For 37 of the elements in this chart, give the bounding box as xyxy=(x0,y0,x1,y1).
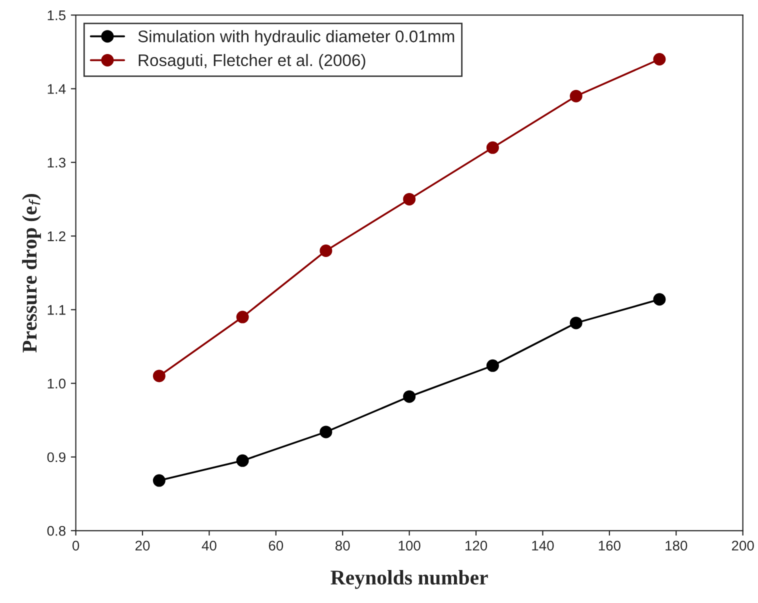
point xyxy=(570,90,582,102)
legend-label: Rosaguti, Fletcher et al. (2006) xyxy=(138,54,366,70)
point xyxy=(403,192,416,206)
point xyxy=(486,141,499,154)
point xyxy=(320,426,332,438)
x-tick-label: 80 xyxy=(335,540,350,551)
x-tick-label: 100 xyxy=(398,540,420,551)
y-tick-label: 1.3 xyxy=(48,158,66,168)
y-tick-label: 1.4 xyxy=(48,84,66,94)
point xyxy=(653,293,666,306)
y-tick-label: 0.8 xyxy=(47,526,66,536)
point xyxy=(320,244,332,258)
point xyxy=(403,390,416,403)
x-tick-label: 200 xyxy=(732,540,754,551)
x-tick-label: 60 xyxy=(268,540,284,551)
x-tick-label: 160 xyxy=(598,540,620,551)
y-axis-title: Pressure drop (e$_{f}$) xyxy=(22,194,41,353)
x-tick-label: 40 xyxy=(202,540,216,551)
x-tick-label: 120 xyxy=(466,540,488,551)
point xyxy=(236,310,249,324)
y-tick-label: 1.2 xyxy=(48,231,66,242)
y-tick-label: 1.5 xyxy=(48,10,66,20)
point xyxy=(653,53,666,66)
y-tick-label: 1.0 xyxy=(48,378,66,389)
point xyxy=(152,370,166,382)
point xyxy=(236,454,249,467)
x-tick-label: 0 xyxy=(72,540,80,551)
point xyxy=(486,359,499,372)
x-tick-label: 140 xyxy=(532,540,554,551)
point xyxy=(152,474,166,487)
x-axis-title: Reynolds number xyxy=(330,570,488,589)
point xyxy=(570,316,582,330)
x-tick-label: 180 xyxy=(666,540,688,551)
x-tick-label: 20 xyxy=(135,540,150,551)
y-tick-label: 0.9 xyxy=(47,452,66,462)
y-tick-label: 1.1 xyxy=(48,305,66,315)
legend-label: Simulation with hydraulic diameter 0.01mm xyxy=(138,30,454,46)
